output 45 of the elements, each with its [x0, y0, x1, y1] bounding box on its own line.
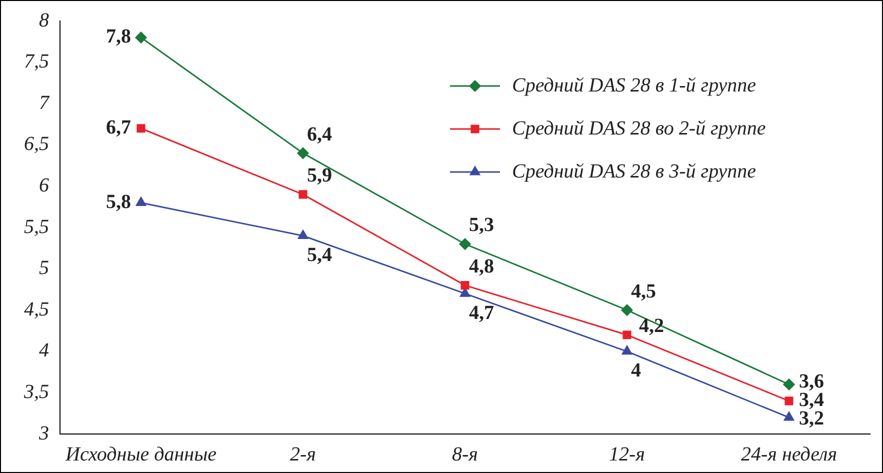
y-tick-label: 6: [39, 174, 49, 196]
point: [784, 412, 794, 421]
x-tick-label: 2-я: [290, 443, 316, 466]
legend-label: Средний DAS 28 во 2-й группе: [512, 117, 766, 140]
point: [784, 396, 794, 406]
point: [622, 330, 632, 340]
x-tick-label: Исходные данные: [64, 443, 217, 466]
point: [298, 230, 308, 240]
point: [136, 196, 146, 206]
point: [135, 32, 147, 44]
y-tick-label: 7: [39, 92, 50, 114]
y-tick-label: 6,5: [24, 133, 49, 156]
point: [460, 281, 470, 290]
data-label: 6,7: [106, 116, 131, 139]
y-tick-label: 4,5: [24, 298, 49, 320]
point: [136, 124, 146, 133]
data-label: 4,2: [639, 315, 664, 338]
x-tick-label: 8-я: [452, 443, 478, 466]
point: [297, 147, 309, 159]
y-tick-label: 7,5: [24, 50, 49, 73]
point: [783, 378, 795, 390]
data-label: 4,8: [469, 255, 494, 278]
point: [459, 238, 471, 250]
y-tick-label: 4: [39, 340, 49, 362]
y-tick-label: 5,5: [24, 216, 49, 238]
data-label: 7,8: [106, 26, 131, 48]
data-label: 5,4: [307, 244, 332, 266]
legend-label: Средний DAS 28 в 3-й группе: [512, 160, 756, 182]
y-tick-label: 3: [38, 422, 49, 444]
point: [622, 346, 632, 355]
data-label: 4: [631, 360, 641, 382]
y-tick-label: 8: [39, 9, 49, 32]
data-label: 5,3: [469, 214, 494, 236]
data-label: 4,5: [631, 280, 656, 302]
data-label: 6,4: [307, 123, 332, 146]
x-tick-label: 12-я: [609, 443, 645, 466]
point: [298, 190, 308, 199]
legend-label: Средний DAS 28 в 1-й группе: [512, 74, 756, 96]
y-tick-label: 5: [39, 257, 49, 280]
x-tick-label: 24-я неделя: [740, 443, 838, 466]
data-label: 4,7: [469, 302, 494, 324]
data-label: 5,8: [106, 190, 131, 213]
y-tick-label: 3,5: [23, 380, 49, 403]
point: [621, 304, 633, 316]
data-label: 5,9: [307, 164, 332, 187]
